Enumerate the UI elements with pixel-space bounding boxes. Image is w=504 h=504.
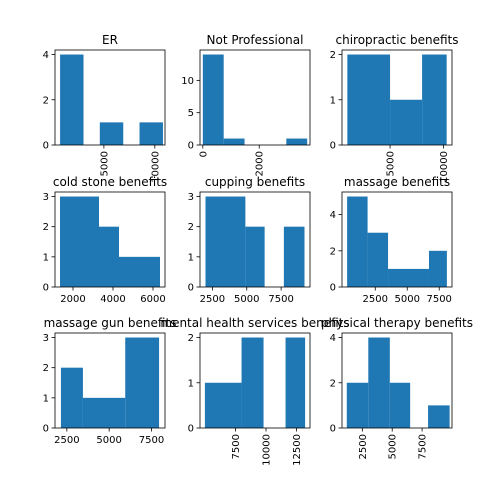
histogram-bar bbox=[100, 122, 123, 145]
x-tick-label: 2500 bbox=[363, 294, 388, 305]
histogram-panel: 0 5 10 0 2000 Not Professional bbox=[181, 33, 310, 176]
y-tick-label: 0 bbox=[188, 283, 194, 294]
histogram-panel: 0 1 2 7500 10000 12500 mental health services … bbox=[160, 316, 349, 466]
y-tick-label: 1 bbox=[43, 252, 49, 263]
x-tick-label: 2000 bbox=[60, 294, 85, 305]
histogram-bar bbox=[245, 227, 264, 287]
x-tick-label: 12500 bbox=[292, 434, 303, 466]
x-tick-label: 5000 bbox=[386, 151, 397, 176]
histogram-bar bbox=[61, 368, 83, 428]
y-tick-label: 2 bbox=[330, 246, 336, 257]
histogram-panel: 0 1 2 3 2500 5000 7500 massage gun benefits bbox=[43, 316, 177, 446]
y-tick-label: 1 bbox=[330, 95, 336, 106]
y-tick-label: 0 bbox=[43, 283, 49, 294]
x-tick-label: 10000 bbox=[262, 434, 273, 466]
histogram-panel: 0 2 4 5000 10000 ER bbox=[43, 33, 165, 183]
x-tick-label: 5000 bbox=[234, 294, 259, 305]
x-tick-label: 6000 bbox=[140, 294, 165, 305]
y-tick-label: 0 bbox=[43, 141, 49, 152]
histogram-bar bbox=[119, 257, 160, 287]
chart-title: cold stone benefits bbox=[53, 175, 167, 189]
x-tick-label: 2500 bbox=[358, 434, 369, 459]
x-tick-label: 4000 bbox=[100, 294, 125, 305]
x-tick-label: 2000 bbox=[255, 151, 266, 176]
histogram-bar bbox=[205, 383, 242, 428]
histogram-bar bbox=[368, 233, 388, 287]
y-tick-label: 0 bbox=[330, 283, 336, 294]
histogram-bar bbox=[428, 405, 450, 428]
histogram-panel: 0 2 4 2500 5000 7500 massage benefits bbox=[330, 175, 452, 305]
histogram-bar bbox=[286, 338, 306, 428]
x-tick-label: 7500 bbox=[418, 434, 429, 459]
y-tick-label: 0 bbox=[188, 424, 194, 435]
histogram-bar bbox=[99, 227, 119, 287]
y-tick-label: 5 bbox=[188, 108, 194, 119]
histogram-bar bbox=[203, 55, 224, 145]
histogram-bar bbox=[83, 398, 125, 428]
chart-title: physical therapy benefits bbox=[321, 316, 473, 330]
x-tick-label: 2500 bbox=[200, 294, 225, 305]
x-tick-label: 5000 bbox=[388, 434, 399, 459]
x-tick-label: 5000 bbox=[99, 151, 110, 176]
histogram-bar bbox=[125, 338, 159, 428]
histogram-bar bbox=[429, 251, 447, 287]
y-tick-label: 2 bbox=[43, 222, 49, 233]
y-tick-label: 0 bbox=[330, 424, 336, 435]
y-tick-label: 2 bbox=[330, 378, 336, 389]
histogram-panel: 0 1 2 3 2500 5000 7500 cupping benefits bbox=[188, 175, 310, 305]
x-tick-label: 7500 bbox=[231, 434, 242, 459]
chart-title: Not Professional bbox=[207, 33, 304, 47]
histogram-bar bbox=[388, 269, 429, 287]
histogram-bar bbox=[206, 197, 246, 287]
histogram-bar bbox=[286, 139, 307, 145]
histogram-bar bbox=[60, 197, 99, 287]
x-tick-label: 7500 bbox=[139, 435, 164, 446]
y-tick-label: 3 bbox=[188, 192, 194, 203]
histogram-bar bbox=[390, 100, 422, 145]
histogram-bar bbox=[242, 338, 264, 428]
y-tick-label: 3 bbox=[43, 333, 49, 344]
histogram-bar bbox=[347, 55, 390, 145]
y-tick-label: 1 bbox=[188, 378, 194, 389]
y-tick-label: 2 bbox=[43, 95, 49, 106]
histogram-bar bbox=[422, 55, 447, 145]
y-tick-label: 0 bbox=[188, 141, 194, 152]
y-tick-label: 1 bbox=[43, 393, 49, 404]
x-tick-label: 5000 bbox=[395, 294, 420, 305]
x-tick-label: 7500 bbox=[426, 294, 451, 305]
histogram-bar bbox=[347, 197, 367, 287]
y-tick-label: 3 bbox=[43, 192, 49, 203]
x-tick-label: 5000 bbox=[96, 435, 121, 446]
y-tick-label: 10 bbox=[181, 76, 194, 87]
x-tick-label: 7500 bbox=[268, 294, 293, 305]
histogram-bar bbox=[224, 139, 245, 145]
y-tick-label: 2 bbox=[43, 363, 49, 374]
histogram-bar bbox=[347, 383, 369, 428]
y-tick-label: 1 bbox=[188, 252, 194, 263]
y-tick-label: 2 bbox=[188, 222, 194, 233]
chart-title: massage benefits bbox=[344, 175, 450, 189]
histogram-bar bbox=[284, 227, 305, 287]
chart-title: chiropractic benefits bbox=[335, 33, 458, 47]
y-tick-label: 2 bbox=[188, 333, 194, 344]
y-tick-label: 2 bbox=[330, 50, 336, 61]
histogram-panel: 0125000 10000chiropractic benefits bbox=[330, 33, 459, 183]
x-tick-label: 0 bbox=[198, 151, 209, 157]
y-tick-label: 0 bbox=[43, 424, 49, 435]
chart-title: cupping benefits bbox=[205, 175, 305, 189]
chart-title: ER bbox=[102, 33, 118, 47]
y-tick-label: 4 bbox=[43, 50, 49, 61]
histogram-panel: 0 2 4 2500 5000 7500 physical therapy benefits bbox=[321, 316, 473, 459]
histogram-bar bbox=[368, 338, 390, 428]
x-tick-label: 2500 bbox=[54, 435, 79, 446]
y-tick-label: 4 bbox=[330, 333, 336, 344]
histogram-panel: 0 1 2 3 2000 4000 6000 cold stone benefits bbox=[43, 175, 168, 305]
histogram-bar bbox=[390, 383, 410, 428]
histogram-bar bbox=[140, 122, 163, 145]
histogram-bar bbox=[60, 55, 83, 145]
chart-title: massage gun benefits bbox=[44, 316, 177, 330]
y-tick-label: 4 bbox=[330, 210, 336, 221]
y-tick-label: 0 bbox=[330, 141, 336, 152]
